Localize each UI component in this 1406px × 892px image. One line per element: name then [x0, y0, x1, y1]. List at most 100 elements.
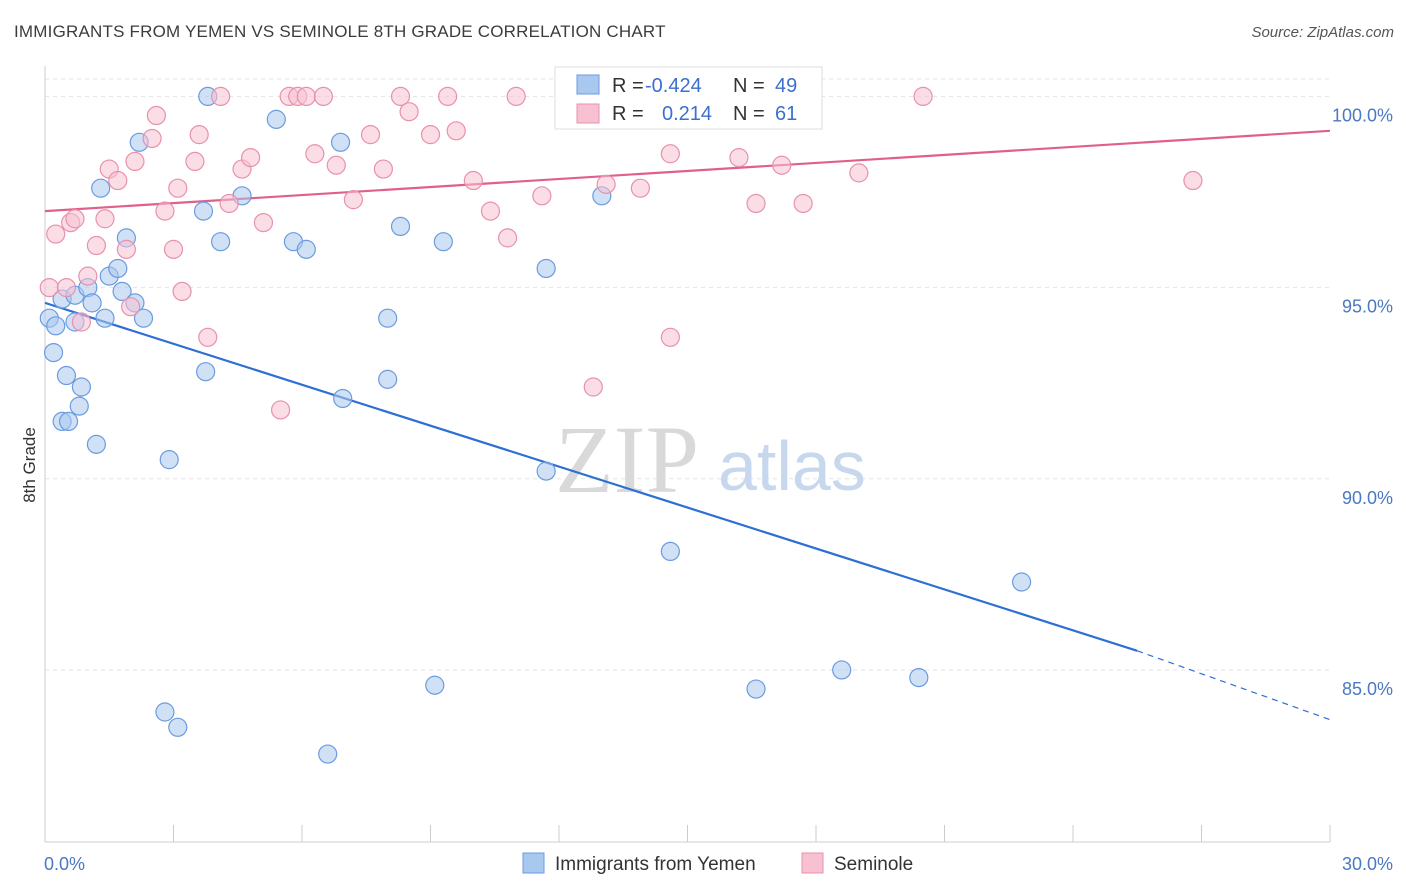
point-yemen [746, 679, 766, 699]
point-seminole [463, 170, 483, 191]
point-seminole [305, 144, 325, 164]
point-yemen [318, 744, 338, 764]
bottom-legend-label-yemen: Immigrants from Yemen [555, 854, 756, 875]
bottom-legend-label-seminole: Seminole [834, 854, 913, 875]
point-yemen [425, 675, 445, 695]
point-seminole [296, 86, 316, 107]
y-axis-title: 8th Grade [20, 427, 39, 503]
bottom-legend-swatch-seminole [801, 852, 824, 874]
point-seminole [326, 155, 346, 175]
point-seminole [86, 235, 107, 256]
point-seminole [772, 155, 792, 175]
watermark: ZIP atlas [555, 406, 866, 513]
point-yemen [832, 660, 852, 680]
trend-line-yemen [44, 301, 1138, 652]
point-seminole [399, 102, 419, 122]
point-yemen [193, 201, 214, 221]
point-yemen [91, 178, 111, 198]
point-yemen [330, 132, 351, 152]
point-seminole [185, 151, 205, 172]
point-seminole [65, 209, 85, 229]
x-tick-label: 30.0% [1342, 854, 1393, 874]
point-yemen [909, 667, 929, 688]
point-yemen [95, 308, 115, 328]
legend: R = -0.424 N = 49 R = 0.214 N = 61 [554, 66, 823, 130]
point-yemen [69, 396, 89, 416]
point-yemen [58, 411, 79, 432]
point-seminole [506, 86, 526, 107]
y-tick-label: 90.0% [1342, 488, 1393, 508]
point-seminole [211, 86, 231, 107]
point-yemen [108, 258, 128, 279]
point-yemen [168, 717, 188, 737]
point-seminole [596, 174, 616, 194]
point-yemen [378, 369, 398, 389]
x-axis-labels: 0.0% 30.0% [44, 854, 1393, 874]
point-seminole [142, 128, 162, 149]
legend-r-value-yemen: -0.424 [645, 75, 702, 97]
point-yemen [155, 702, 175, 722]
point-seminole [146, 105, 166, 126]
point-seminole [168, 178, 188, 198]
axes [44, 66, 1331, 843]
legend-swatch-yemen [576, 74, 600, 95]
trend-line-seminole [44, 129, 1331, 213]
point-seminole [420, 125, 441, 145]
point-seminole [630, 178, 650, 198]
point-seminole [480, 201, 501, 221]
point-seminole [46, 224, 66, 244]
legend-r-label: R = [612, 75, 644, 97]
bottom-legend-swatch-yemen [522, 852, 545, 874]
point-seminole [78, 266, 98, 286]
legend-swatch-seminole [576, 103, 600, 124]
bottom-legend: Immigrants from Yemen Seminole [522, 852, 913, 875]
point-seminole [95, 209, 115, 229]
point-yemen [211, 232, 231, 252]
point-yemen [660, 541, 680, 562]
point-yemen [133, 308, 154, 328]
point-seminole [313, 86, 334, 107]
point-seminole [270, 400, 291, 420]
point-seminole [660, 327, 680, 347]
point-seminole [913, 86, 933, 107]
y-tick-label: 100.0% [1332, 105, 1393, 125]
point-seminole [121, 297, 141, 317]
point-seminole [39, 277, 59, 298]
source-label: Source: ZipAtlas.com [1251, 24, 1394, 41]
point-seminole [793, 193, 813, 214]
point-seminole [583, 377, 603, 397]
point-seminole [498, 228, 518, 248]
point-seminole [155, 201, 175, 221]
point-seminole [241, 147, 261, 168]
point-seminole [746, 193, 766, 214]
point-yemen [378, 308, 398, 328]
trend-line-yemen-extension [1137, 650, 1331, 721]
point-seminole [253, 212, 274, 233]
point-yemen [390, 216, 411, 237]
point-yemen [333, 388, 353, 409]
x-tick-label: 0.0% [44, 854, 85, 874]
point-yemen [266, 109, 286, 129]
point-yemen [71, 377, 92, 397]
point-seminole [172, 281, 192, 302]
point-seminole [729, 147, 749, 168]
point-seminole [189, 125, 209, 145]
point-yemen [433, 232, 453, 252]
point-seminole [390, 86, 411, 107]
point-seminole [1183, 170, 1203, 191]
point-yemen [46, 316, 66, 336]
point-seminole [660, 144, 680, 164]
legend-r-value-seminole: 0.214 [662, 103, 712, 125]
point-yemen [86, 434, 107, 454]
trend-lines [44, 129, 1331, 721]
point-yemen [43, 342, 64, 363]
legend-n-value-seminole: 61 [775, 103, 797, 125]
y-tick-label: 95.0% [1342, 297, 1393, 317]
point-yemen [159, 450, 179, 470]
point-yemen [112, 281, 132, 302]
point-yemen [536, 258, 556, 279]
point-seminole [56, 277, 77, 298]
point-yemen [1011, 572, 1032, 592]
point-seminole [163, 239, 184, 259]
point-yemen [56, 365, 77, 386]
